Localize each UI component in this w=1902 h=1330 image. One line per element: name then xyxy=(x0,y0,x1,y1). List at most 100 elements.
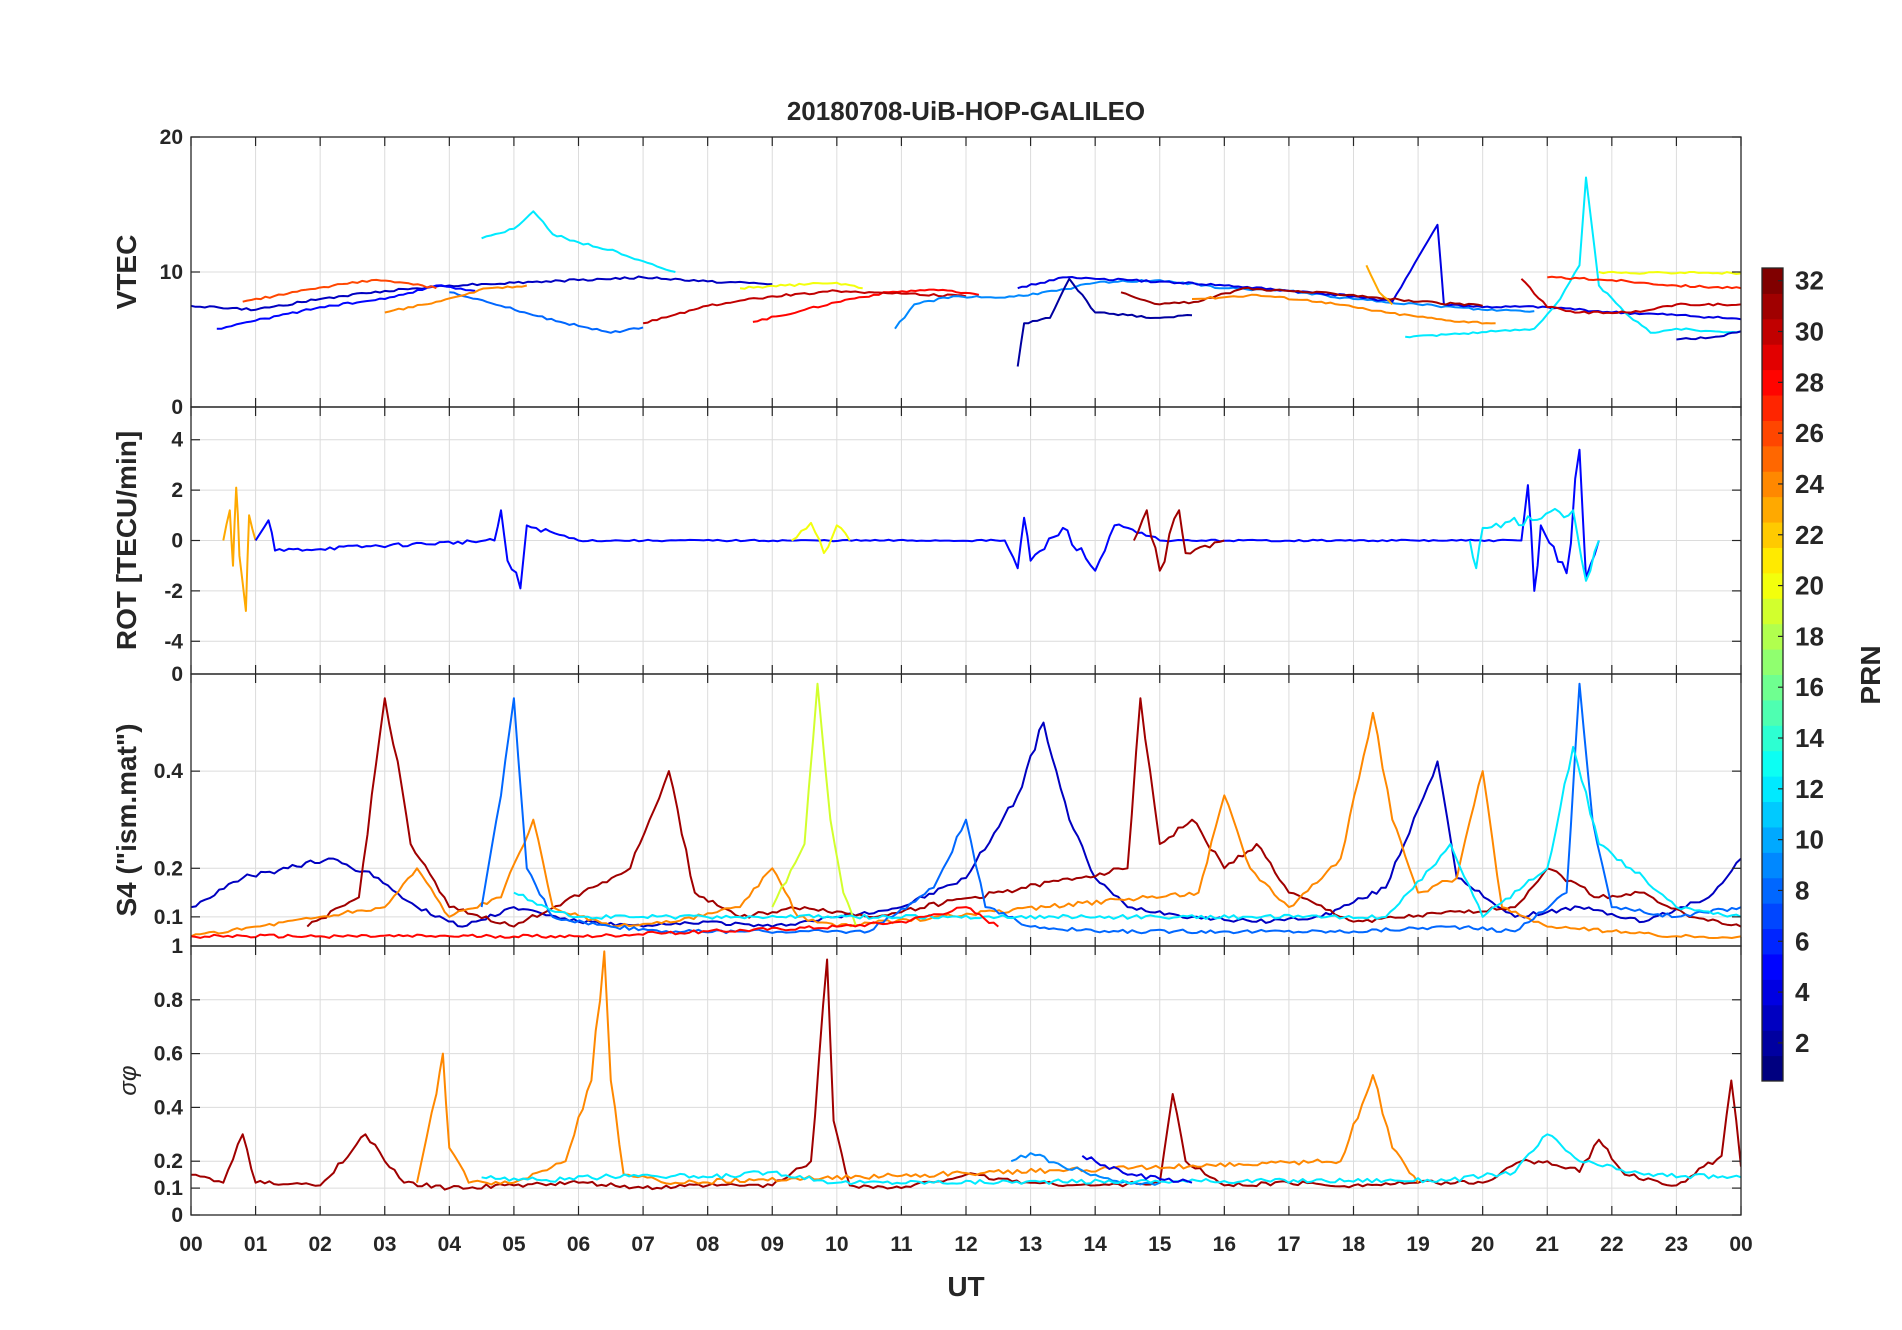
colorbar-band xyxy=(1762,725,1783,752)
series-line-prn-24 xyxy=(384,284,528,314)
colorbar-band xyxy=(1762,699,1783,726)
series-line-prn-12 xyxy=(481,210,676,273)
colorbar-band xyxy=(1762,268,1783,294)
y-tick-label: -2 xyxy=(164,580,183,603)
y-axis-label-sigma_phi: σφ xyxy=(115,1065,142,1095)
series-line-prn-28 xyxy=(752,288,980,323)
colorbar-tick-label: 6 xyxy=(1795,926,1809,956)
x-tick-label: 04 xyxy=(438,1233,462,1256)
series-line-prn-23 xyxy=(1365,264,1394,306)
series-line-prn-12 xyxy=(1468,507,1600,582)
colorbar-band xyxy=(1762,877,1783,904)
series-line-prn-31 xyxy=(191,958,1741,1191)
chart-title: 20180708-UiB-HOP-GALILEO xyxy=(787,96,1145,126)
colorbar-tick-label: 30 xyxy=(1795,317,1824,347)
colorbar-band xyxy=(1762,979,1783,1006)
colorbar-tick-label: 12 xyxy=(1795,774,1824,804)
x-tick-label: 19 xyxy=(1406,1233,1429,1256)
series-line-prn-19 xyxy=(771,682,858,927)
colorbar-tick-label: 8 xyxy=(1795,875,1809,905)
x-tick-label: 12 xyxy=(954,1233,977,1256)
colorbar-band xyxy=(1762,572,1783,599)
series-line-prn-20 xyxy=(791,521,851,555)
y-tick-label: 0 xyxy=(171,396,183,419)
series-line-prn-20 xyxy=(1598,270,1741,275)
colorbar-band xyxy=(1762,953,1783,980)
colorbar-band xyxy=(1762,674,1783,701)
y-axis-label-vtec: VTEC xyxy=(111,235,142,310)
series-line-prn-20 xyxy=(739,281,863,290)
x-tick-label: 01 xyxy=(244,1233,268,1256)
y-tick-label: 0.1 xyxy=(154,906,184,929)
colorbar-band xyxy=(1762,649,1783,675)
series-line-prn-8 xyxy=(480,682,1741,935)
x-tick-label: 20 xyxy=(1471,1233,1494,1256)
y-tick-label: 0.2 xyxy=(154,1150,183,1173)
colorbar-band xyxy=(1762,420,1783,447)
colorbar-tick-label: 24 xyxy=(1795,469,1824,499)
colorbar-band xyxy=(1762,522,1783,548)
y-tick-label: 0.4 xyxy=(154,760,184,783)
x-axis-label: UT xyxy=(947,1271,984,1302)
y-tick-label-top: 1 xyxy=(171,935,183,958)
series-line-prn-30 xyxy=(1520,278,1741,315)
series-line-prn-3 xyxy=(1676,330,1741,341)
colorbar-band xyxy=(1762,776,1783,803)
y-tick-label: 20 xyxy=(160,126,183,149)
colorbar-band xyxy=(1762,395,1783,421)
colorbar-frame xyxy=(1761,267,1784,1082)
x-tick-label: 03 xyxy=(373,1233,396,1256)
colorbar-tick-label: 16 xyxy=(1795,672,1824,702)
colorbar-band xyxy=(1762,547,1783,574)
x-tick-label: 17 xyxy=(1277,1233,1300,1256)
colorbar-band xyxy=(1762,445,1783,472)
colorbar-band xyxy=(1762,369,1783,396)
y-tick-label: 2 xyxy=(171,479,183,502)
colorbar-tick-label: 26 xyxy=(1795,418,1824,448)
colorbar-band xyxy=(1762,623,1783,650)
colorbar-band xyxy=(1762,801,1783,828)
y-tick-label: 0.8 xyxy=(154,989,184,1012)
series-line-prn-2 xyxy=(1016,277,1193,367)
data-layer xyxy=(191,176,1741,1191)
x-tick-label: 21 xyxy=(1536,1233,1560,1256)
colorbar-tick-label: 22 xyxy=(1795,520,1824,550)
x-tick-label: 13 xyxy=(1019,1233,1042,1256)
series-line-prn-12 xyxy=(481,1133,1741,1186)
colorbar-band xyxy=(1762,471,1783,498)
series-line-prn-31 xyxy=(1132,509,1225,572)
colorbar-band xyxy=(1762,928,1783,955)
x-tick-label: 11 xyxy=(890,1233,913,1256)
y-tick-label: 0 xyxy=(171,1204,183,1227)
y-axis-label-rot: ROT [TECU/min] xyxy=(111,431,142,650)
x-tick-label: 09 xyxy=(761,1233,784,1256)
x-tick-label: 23 xyxy=(1665,1233,1688,1256)
colorbar-band xyxy=(1762,1004,1783,1031)
colorbar-band xyxy=(1762,598,1783,625)
y-tick-label-top: 0 xyxy=(171,663,183,686)
y-tick-label: 10 xyxy=(160,261,183,284)
series-line-prn-3 xyxy=(191,721,1741,928)
colorbar-band xyxy=(1762,903,1783,930)
series-line-prn-30 xyxy=(642,289,967,325)
colorbar-tick-label: 32 xyxy=(1795,266,1824,296)
y-tick-label: 0.2 xyxy=(154,857,183,880)
x-tick-label: 10 xyxy=(825,1233,848,1256)
colorbar-tick-label: 20 xyxy=(1795,571,1824,601)
x-tick-label: 08 xyxy=(696,1233,720,1256)
y-tick-label: 0.1 xyxy=(154,1177,184,1200)
colorbar-band xyxy=(1762,1030,1783,1057)
colorbar-band xyxy=(1762,750,1783,777)
x-tick-label: 02 xyxy=(308,1233,331,1256)
x-tick-label: 14 xyxy=(1083,1233,1107,1256)
colorbar-tick-label: 28 xyxy=(1795,367,1824,397)
series-line-prn-31 xyxy=(306,697,1741,928)
colorbar-band xyxy=(1762,344,1783,371)
y-tick-label: -4 xyxy=(164,630,183,653)
x-tick-label: 18 xyxy=(1342,1233,1366,1256)
series-line-prn-28 xyxy=(191,906,999,939)
colorbar-band xyxy=(1762,826,1783,853)
y-tick-label: 0.4 xyxy=(154,1096,184,1119)
